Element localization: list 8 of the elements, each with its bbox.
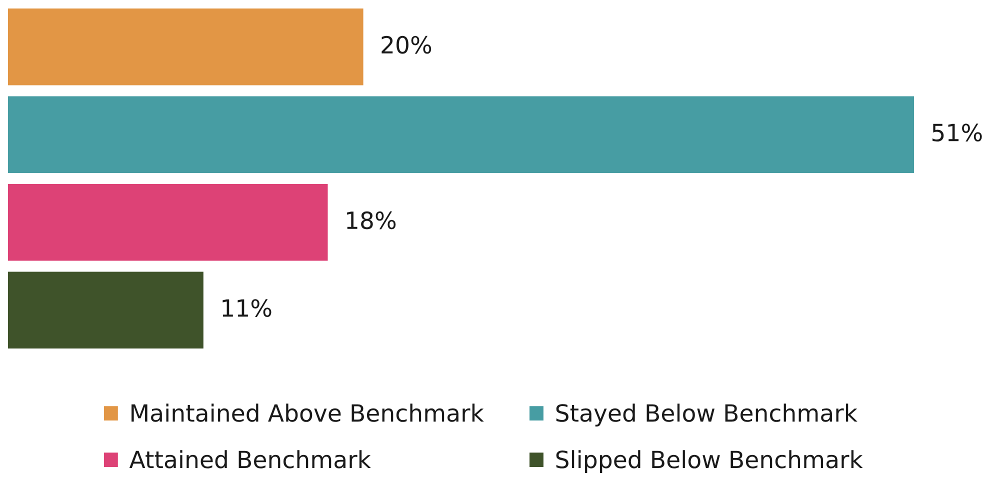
data-label: 20% (382, 36, 432, 54)
legend-label: Attained Benchmark (129, 450, 371, 468)
data-label: 11% (222, 299, 272, 317)
legend-label: Stayed Below Benchmark (556, 404, 858, 426)
data-label: 51% (932, 124, 982, 142)
data-label: 18% (347, 211, 396, 230)
legend-label: Slipped Below Benchmark (556, 450, 863, 473)
legend-label: Maintained Above Benchmark (132, 404, 484, 422)
